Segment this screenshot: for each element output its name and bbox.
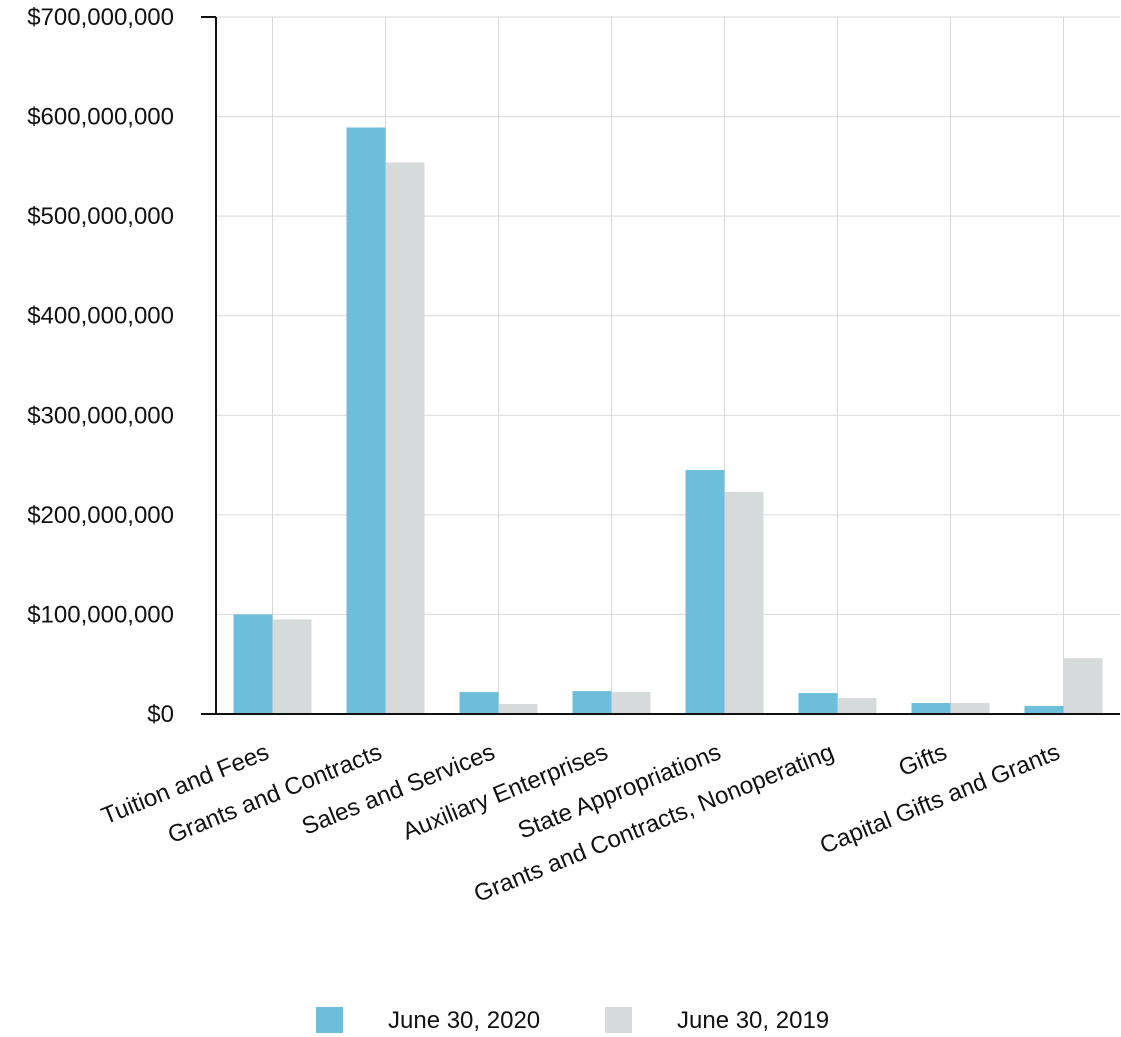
bar-june-30-2019 [272, 619, 312, 714]
bar-june-30-2020 [1024, 706, 1064, 714]
bar-june-30-2019 [611, 692, 651, 714]
x-tick-label: Gifts [895, 739, 951, 783]
bar-june-30-2020 [798, 693, 838, 714]
grid-lines [216, 16, 1120, 714]
bar-june-30-2020 [459, 692, 499, 714]
bar-june-30-2019 [498, 704, 538, 714]
bar-june-30-2020 [346, 127, 386, 714]
legend-label: June 30, 2020 [388, 1007, 540, 1034]
y-tick-label: $0 [147, 701, 174, 728]
y-tick-label: $400,000,000 [27, 303, 174, 330]
y-tick-label: $100,000,000 [27, 601, 174, 628]
bar-june-30-2019 [837, 698, 877, 714]
legend-swatch [605, 1007, 632, 1033]
x-tick-label: Sales and Services [298, 739, 499, 841]
legend-label: June 30, 2019 [677, 1007, 829, 1034]
bar-june-30-2020 [685, 470, 725, 714]
y-tick-label: $700,000,000 [27, 4, 174, 31]
y-tick-label: $600,000,000 [27, 104, 174, 131]
y-tick-label: $300,000,000 [27, 402, 174, 429]
legend: June 30, 2020 June 30, 2019 [316, 1007, 829, 1034]
bar-june-30-2019 [1063, 658, 1103, 714]
bar-june-30-2019 [724, 491, 764, 714]
bar-june-30-2020 [572, 691, 612, 714]
bar-june-30-2020 [233, 614, 273, 714]
y-tick-label: $200,000,000 [27, 502, 174, 529]
bar-june-30-2019 [950, 703, 990, 714]
y-tick-label: $500,000,000 [27, 203, 174, 230]
axes [201, 16, 1120, 715]
bars [233, 127, 1103, 715]
legend-swatch [316, 1007, 343, 1033]
y-tick-labels: $0 $100,000,000 $200,000,000 $300,000,000 $4… [27, 4, 174, 728]
bar-june-30-2019 [385, 162, 425, 715]
bar-june-30-2020 [911, 703, 951, 714]
